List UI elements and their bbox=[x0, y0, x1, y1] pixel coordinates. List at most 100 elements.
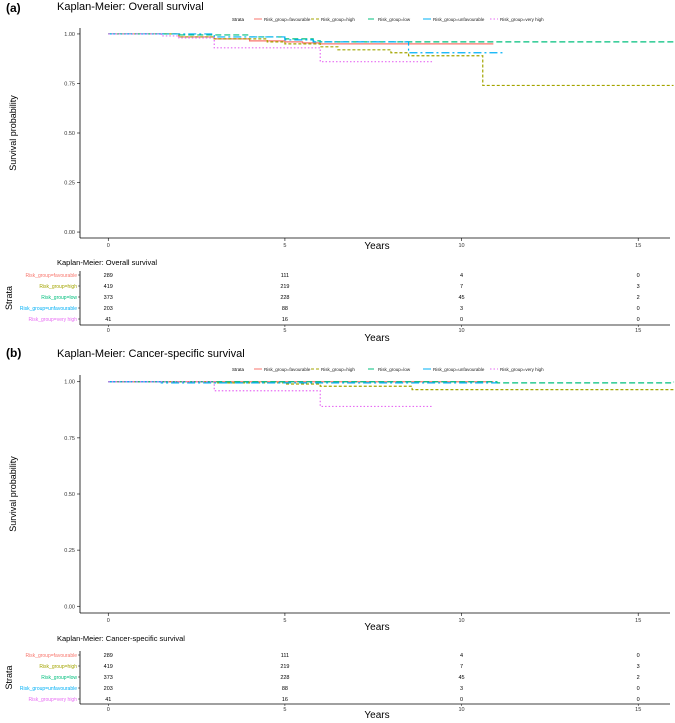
risk-count: 111 bbox=[281, 653, 289, 659]
legend-title: Strata bbox=[232, 367, 245, 372]
risk-y-axis-title: Strata bbox=[4, 665, 14, 689]
panel-b: (b) Kaplan-Meier: Cancer-specific surviva… bbox=[4, 346, 675, 721]
risk-count: 16 bbox=[282, 697, 288, 703]
risk-count: 45 bbox=[458, 675, 464, 681]
panel-a: (a) Kaplan-Meier: Overall survival 0.00 0.2… bbox=[4, 1, 674, 344]
y-tick-label: 0.25 bbox=[64, 181, 75, 187]
legend-label: Risk_group=unfavourable bbox=[433, 367, 485, 372]
risk-x-tick-label: 5 bbox=[283, 707, 286, 713]
y-tick-label: 1.00 bbox=[64, 380, 75, 386]
risk-count: 203 bbox=[104, 686, 113, 692]
series-line-very-high bbox=[108, 33, 434, 63]
legend-label: Risk_group=low bbox=[378, 17, 411, 22]
risk-x-tick-label: 5 bbox=[283, 328, 286, 334]
risk-count: 0 bbox=[637, 317, 640, 323]
risk-row-label: Risk_group=very high bbox=[29, 317, 78, 323]
series-line-very-high bbox=[108, 381, 434, 408]
risk-count: 219 bbox=[280, 284, 289, 290]
legend-label: Risk_group=high bbox=[321, 17, 355, 22]
panel-label: (b) bbox=[6, 346, 21, 360]
risk-x-tick-label: 0 bbox=[107, 328, 110, 334]
risk-table: Kaplan-Meier: Cancer-specific survival Ri… bbox=[4, 634, 670, 721]
risk-count: 0 bbox=[460, 317, 463, 323]
x-tick-label: 5 bbox=[283, 618, 286, 624]
risk-x-tick-label: 10 bbox=[458, 328, 464, 334]
risk-count: 289 bbox=[104, 273, 113, 279]
y-tick-label: 0.50 bbox=[64, 492, 75, 498]
risk-x-tick-label: 0 bbox=[107, 707, 110, 713]
risk-x-tick-label: 10 bbox=[458, 707, 464, 713]
y-axis-title: Survival probability bbox=[8, 456, 18, 532]
risk-count: 3 bbox=[637, 664, 640, 670]
x-tick-label: 5 bbox=[283, 243, 286, 249]
risk-row-label: Risk_group=very high bbox=[29, 697, 78, 703]
risk-count: 2 bbox=[637, 675, 640, 681]
y-tick-label: 0.75 bbox=[64, 81, 75, 87]
risk-count: 419 bbox=[104, 664, 113, 670]
risk-x-tick-label: 15 bbox=[635, 328, 641, 334]
risk-table: Kaplan-Meier: Overall survival Risk_group… bbox=[4, 258, 670, 344]
risk-row-label: Risk_group=favourable bbox=[25, 653, 77, 659]
risk-count: 4 bbox=[460, 653, 463, 659]
y-tick-label: 0.25 bbox=[64, 548, 75, 554]
risk-count: 419 bbox=[104, 284, 113, 290]
risk-count: 3 bbox=[460, 306, 463, 312]
legend-label: Risk_group=high bbox=[321, 367, 355, 372]
risk-count: 219 bbox=[280, 664, 289, 670]
x-tick-label: 15 bbox=[635, 243, 641, 249]
risk-count: 203 bbox=[104, 306, 113, 312]
risk-x-tick-label: 15 bbox=[635, 707, 641, 713]
y-tick-label: 0.00 bbox=[64, 230, 75, 236]
legend-label: Risk_group=low bbox=[378, 367, 411, 372]
risk-table-title: Kaplan-Meier: Overall survival bbox=[57, 258, 157, 267]
y-tick-label: 0.00 bbox=[64, 604, 75, 610]
y-tick-label: 1.00 bbox=[64, 32, 75, 38]
risk-row-label: Risk_group=favourable bbox=[25, 273, 77, 279]
risk-count: 373 bbox=[104, 675, 113, 681]
risk-row-label: Risk_group=high bbox=[39, 664, 77, 670]
risk-row-label: Risk_group=unfavourable bbox=[20, 306, 77, 312]
y-tick-label: 0.50 bbox=[64, 131, 75, 137]
series-line-unfavourable bbox=[108, 33, 504, 54]
risk-count: 41 bbox=[105, 317, 111, 323]
risk-row-label: Risk_group=low bbox=[41, 675, 77, 681]
risk-count: 228 bbox=[280, 675, 289, 681]
chart-title: Kaplan-Meier: Cancer-specific survival bbox=[57, 348, 245, 360]
risk-count: 0 bbox=[637, 653, 640, 659]
risk-count: 45 bbox=[458, 295, 464, 301]
risk-row-label: Risk_group=high bbox=[39, 284, 77, 290]
risk-table-title: Kaplan-Meier: Cancer-specific survival bbox=[57, 634, 185, 643]
risk-count: 2 bbox=[637, 295, 640, 301]
risk-count: 0 bbox=[460, 697, 463, 703]
risk-x-axis-title: Years bbox=[364, 333, 389, 344]
risk-count: 7 bbox=[460, 284, 463, 290]
risk-count: 41 bbox=[105, 697, 111, 703]
y-tick-label: 0.75 bbox=[64, 436, 75, 442]
risk-count: 7 bbox=[460, 664, 463, 670]
risk-count: 16 bbox=[282, 317, 288, 323]
risk-count: 228 bbox=[280, 295, 289, 301]
risk-count: 373 bbox=[104, 295, 113, 301]
risk-count: 88 bbox=[282, 306, 288, 312]
risk-count: 111 bbox=[281, 273, 289, 279]
x-axis-title: Years bbox=[364, 622, 389, 633]
x-tick-label: 0 bbox=[107, 243, 110, 249]
panel-label: (a) bbox=[6, 1, 21, 15]
chart-title: Kaplan-Meier: Overall survival bbox=[57, 1, 204, 13]
risk-row-label: Risk_group=unfavourable bbox=[20, 686, 77, 692]
x-tick-label: 10 bbox=[458, 243, 464, 249]
legend-label: Risk_group=very high bbox=[500, 367, 544, 372]
risk-count: 0 bbox=[637, 686, 640, 692]
x-tick-label: 15 bbox=[635, 618, 641, 624]
risk-count: 4 bbox=[460, 273, 463, 279]
risk-count: 0 bbox=[637, 273, 640, 279]
legend: Strata Risk_group=favourable Risk_group=hi… bbox=[232, 17, 544, 22]
y-axis-title: Survival probability bbox=[8, 95, 18, 171]
risk-count: 0 bbox=[637, 306, 640, 312]
x-tick-label: 0 bbox=[107, 618, 110, 624]
legend-label: Risk_group=unfavourable bbox=[433, 17, 485, 22]
risk-count: 3 bbox=[637, 284, 640, 290]
legend-label: Risk_group=favourable bbox=[264, 17, 311, 22]
risk-x-axis-title: Years bbox=[364, 710, 389, 721]
legend-title: Strata bbox=[232, 17, 245, 22]
